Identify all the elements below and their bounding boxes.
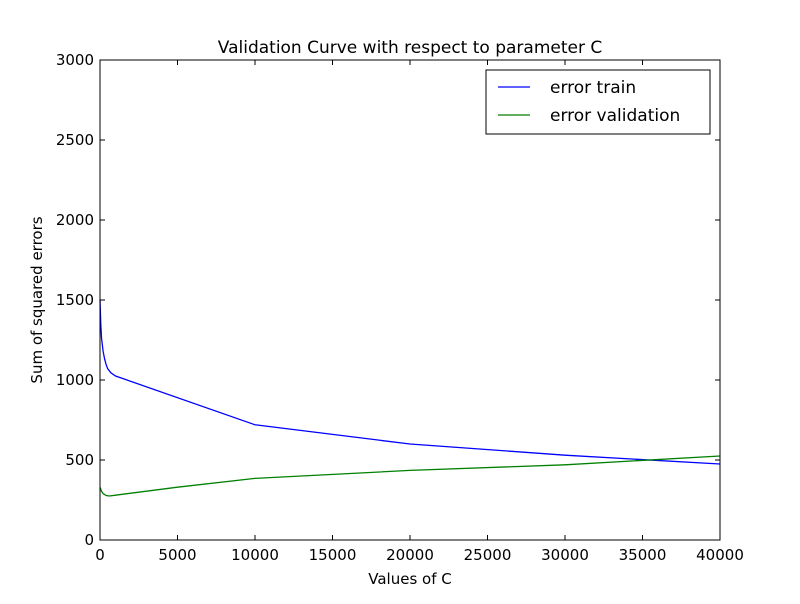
x-tick-label: 10000 xyxy=(231,546,279,564)
x-tick-label: 20000 xyxy=(386,546,434,564)
x-tick-label: 35000 xyxy=(619,546,667,564)
y-tick-label: 500 xyxy=(65,451,94,469)
axes-frame xyxy=(99,59,721,541)
x-tick-label: 25000 xyxy=(464,546,512,564)
series-line-error-validation xyxy=(99,455,721,497)
chart-title: Validation Curve with respect to paramet… xyxy=(218,38,602,58)
y-tick-label: 3000 xyxy=(56,51,94,69)
x-tick-label: 40000 xyxy=(696,546,744,564)
legend-box xyxy=(485,69,711,135)
legend-label-error-validation: error validation xyxy=(550,106,680,126)
y-axis-label: Sum of squared errors xyxy=(28,216,46,383)
y-tick-label: 2000 xyxy=(56,211,94,229)
series-line-error-train xyxy=(99,299,721,465)
x-tick-label: 30000 xyxy=(541,546,589,564)
y-tick-label: 1000 xyxy=(56,371,94,389)
y-tick-label: 0 xyxy=(84,531,94,549)
x-tick-label: 5000 xyxy=(158,546,196,564)
x-tick-label: 15000 xyxy=(309,546,357,564)
y-tick-label: 1500 xyxy=(56,291,94,309)
legend: error train error validation xyxy=(485,69,711,135)
x-tick-label: 0 xyxy=(95,546,105,564)
series-layer xyxy=(99,299,721,497)
x-axis-label: Values of C xyxy=(368,570,451,588)
legend-label-error-train: error train xyxy=(550,78,636,98)
ticks-layer: 0 5000 10000 15000 20000 25000 30000 35000 40000… xyxy=(56,51,744,564)
y-tick-label: 2500 xyxy=(56,131,94,149)
